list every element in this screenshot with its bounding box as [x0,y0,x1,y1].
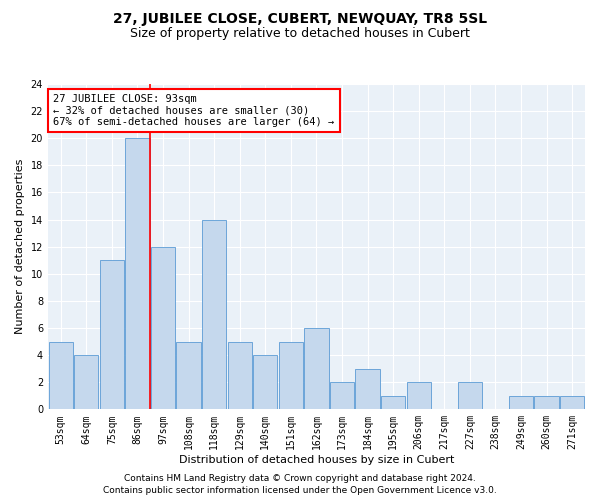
Bar [151,246,175,410]
Text: Contains HM Land Registry data © Crown copyright and database right 2024.
Contai: Contains HM Land Registry data © Crown c… [103,474,497,495]
Bar [560,396,584,409]
Bar [381,396,406,409]
Bar [125,138,149,409]
Bar [253,355,277,410]
Bar [407,382,431,409]
Bar [227,342,252,409]
Bar [458,382,482,409]
Bar [304,328,329,409]
Text: 27, JUBILEE CLOSE, CUBERT, NEWQUAY, TR8 5SL: 27, JUBILEE CLOSE, CUBERT, NEWQUAY, TR8 … [113,12,487,26]
Bar [535,396,559,409]
Y-axis label: Number of detached properties: Number of detached properties [15,159,25,334]
X-axis label: Distribution of detached houses by size in Cubert: Distribution of detached houses by size … [179,455,454,465]
Bar [49,342,73,409]
Bar [74,355,98,410]
Bar [355,368,380,410]
Bar [100,260,124,410]
Bar [202,220,226,410]
Bar [176,342,201,409]
Text: 27 JUBILEE CLOSE: 93sqm
← 32% of detached houses are smaller (30)
67% of semi-de: 27 JUBILEE CLOSE: 93sqm ← 32% of detache… [53,94,335,127]
Bar [330,382,354,409]
Text: Size of property relative to detached houses in Cubert: Size of property relative to detached ho… [130,28,470,40]
Bar [279,342,303,409]
Bar [509,396,533,409]
